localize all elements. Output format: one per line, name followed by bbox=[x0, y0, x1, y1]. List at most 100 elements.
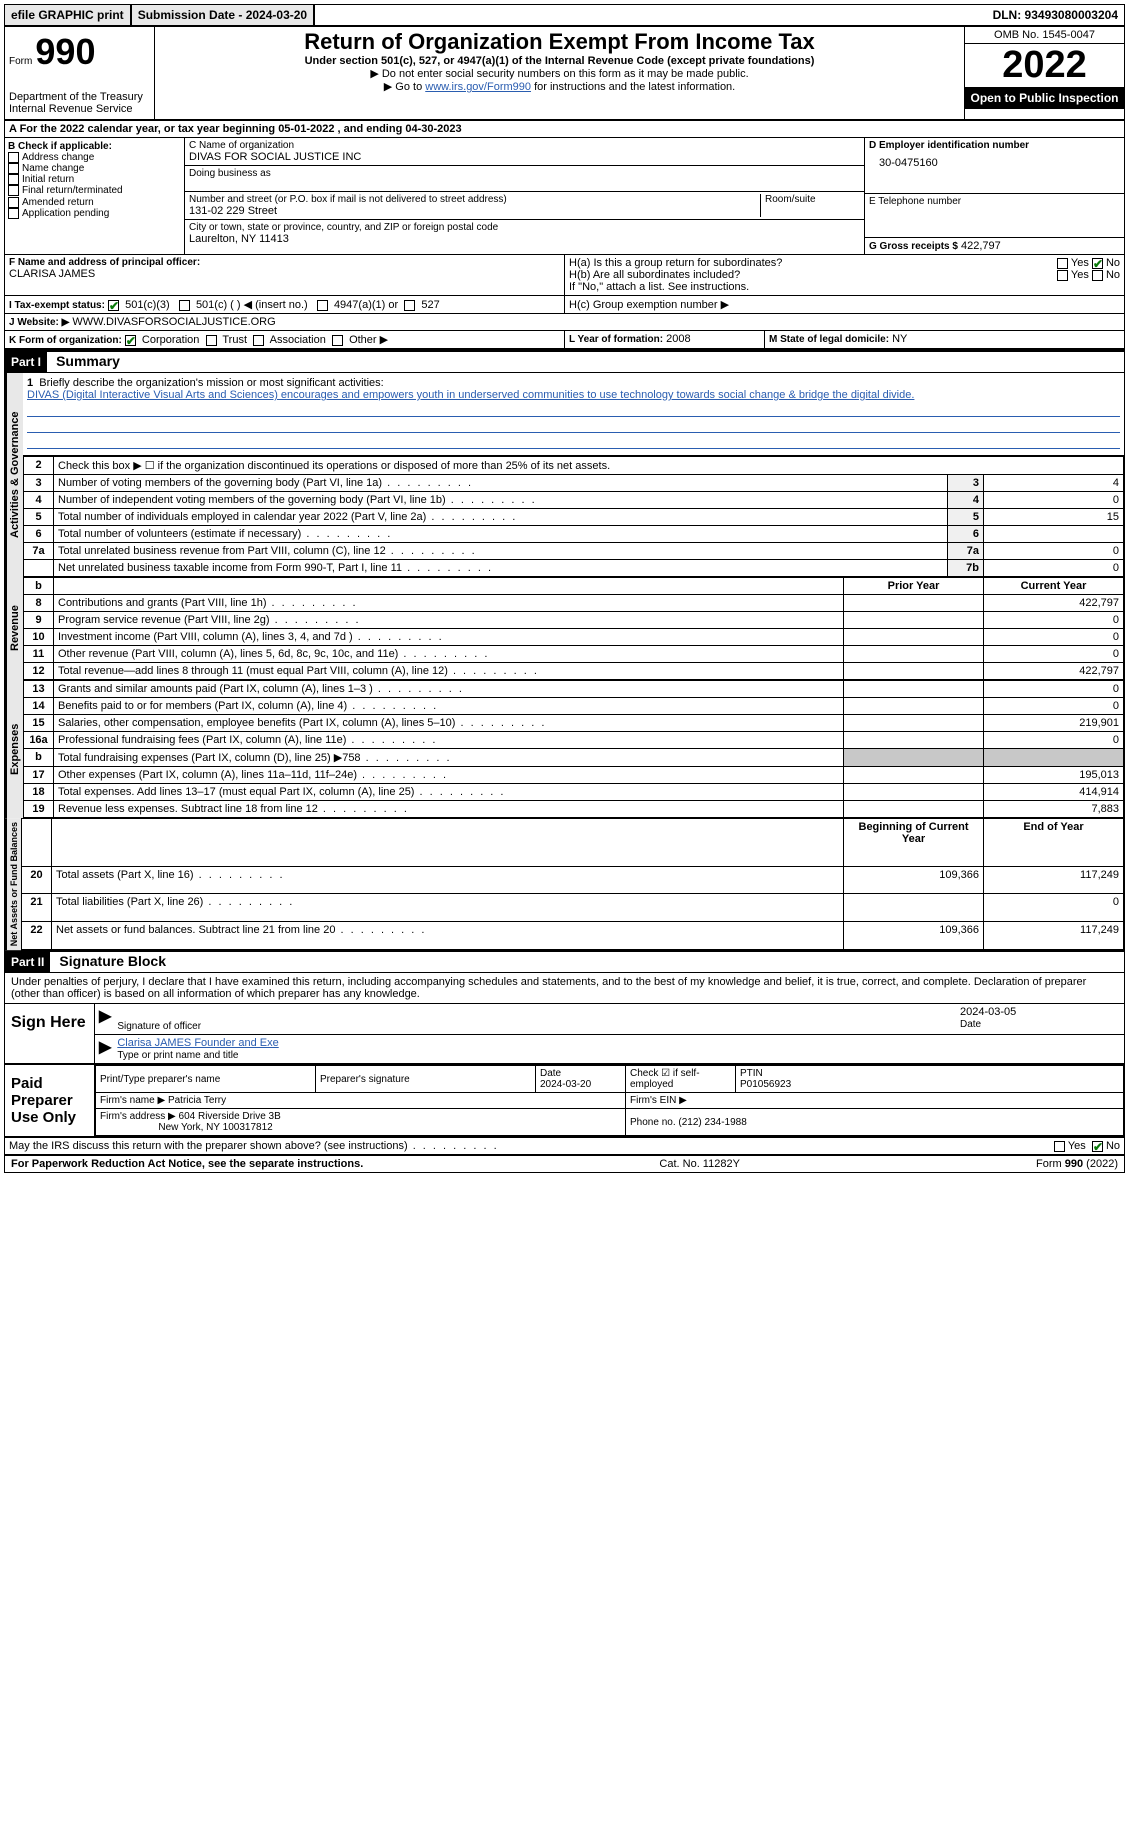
part2-title: Signature Block bbox=[53, 953, 166, 969]
ein-label: D Employer identification number bbox=[869, 140, 1120, 151]
summary-row: 5Total number of individuals employed in… bbox=[24, 509, 1124, 526]
cb-corp[interactable] bbox=[125, 335, 136, 346]
col-prior-year: Prior Year bbox=[844, 578, 984, 595]
firm-addr1: 604 Riverside Drive 3B bbox=[179, 1111, 281, 1122]
summary-table-net: Beginning of Current YearEnd of Year 20T… bbox=[21, 818, 1124, 950]
cb-other[interactable] bbox=[332, 335, 343, 346]
tax-status-label: I Tax-exempt status: bbox=[9, 300, 105, 311]
header-right: OMB No. 1545-0047 2022 Open to Public In… bbox=[964, 27, 1124, 119]
submission-date: Submission Date - 2024-03-20 bbox=[132, 5, 315, 25]
footer-mid: Cat. No. 11282Y bbox=[659, 1158, 740, 1170]
gross-label: G Gross receipts $ bbox=[869, 241, 958, 252]
row-i: I Tax-exempt status: 501(c)(3) 501(c) ( … bbox=[5, 296, 1124, 314]
city-value: Laurelton, NY 11413 bbox=[189, 233, 860, 245]
hb-row: H(b) Are all subordinates included? Yes … bbox=[569, 269, 1120, 281]
sig-name: Clarisa JAMES Founder and Exe bbox=[117, 1037, 1120, 1049]
irs-form990-link[interactable]: www.irs.gov/Form990 bbox=[425, 81, 531, 93]
dept-treasury: Department of the Treasury bbox=[9, 91, 150, 103]
cb-amended[interactable]: Amended return bbox=[8, 197, 181, 208]
sig-officer-line: ▶ Signature of officer 2024-03-05Date bbox=[95, 1004, 1124, 1035]
col-d-ein: D Employer identification number 30-0475… bbox=[864, 138, 1124, 254]
cb-4947[interactable] bbox=[317, 300, 328, 311]
col-end: End of Year bbox=[984, 819, 1124, 867]
col-b-checkboxes: B Check if applicable: Address change Na… bbox=[5, 138, 185, 254]
ha-label: H(a) Is this a group return for subordin… bbox=[569, 257, 782, 269]
prep-date: 2024-03-20 bbox=[540, 1079, 591, 1090]
ha-yes-cb[interactable] bbox=[1057, 258, 1068, 269]
mission-line2 bbox=[27, 419, 1120, 433]
tax-year: 2022 bbox=[965, 44, 1124, 87]
summary-row: 14Benefits paid to or for members (Part … bbox=[24, 698, 1124, 715]
officer-name: CLARISA JAMES bbox=[9, 268, 560, 280]
discuss-yes-cb[interactable] bbox=[1054, 1141, 1065, 1152]
part2-badge: Part II bbox=[5, 952, 50, 972]
ha-no-cb[interactable] bbox=[1092, 258, 1103, 269]
paid-preparer-block: Paid Preparer Use Only Print/Type prepar… bbox=[5, 1065, 1124, 1138]
ein-value: 30-0475160 bbox=[869, 151, 1120, 175]
hb-yes-cb[interactable] bbox=[1057, 270, 1068, 281]
summary-table-expenses: 13Grants and similar amounts paid (Part … bbox=[23, 680, 1124, 818]
efile-print-button[interactable]: efile GRAPHIC print bbox=[5, 5, 132, 25]
summary-row: 7aTotal unrelated business revenue from … bbox=[24, 543, 1124, 560]
cb-initial-return[interactable]: Initial return bbox=[8, 174, 181, 185]
summary-row: 10Investment income (Part VIII, column (… bbox=[24, 629, 1124, 646]
org-name-label: C Name of organization bbox=[189, 140, 860, 151]
summary-row: 17Other expenses (Part IX, column (A), l… bbox=[24, 767, 1124, 784]
ptin-value: P01056923 bbox=[740, 1079, 791, 1090]
footer-right: Form 990 (2022) bbox=[1036, 1158, 1118, 1170]
gross-row: G Gross receipts $ 422,797 bbox=[865, 238, 1124, 254]
mission-block: 1 Briefly describe the organization's mi… bbox=[23, 373, 1124, 456]
summary-row: 4Number of independent voting members of… bbox=[24, 492, 1124, 509]
cb-final-return[interactable]: Final return/terminated bbox=[8, 185, 181, 196]
form-number: 990 bbox=[35, 31, 95, 72]
summary-row: 12Total revenue—add lines 8 through 11 (… bbox=[24, 663, 1124, 680]
summary-row: 9Program service revenue (Part VIII, lin… bbox=[24, 612, 1124, 629]
summary-row: 6Total number of volunteers (estimate if… bbox=[24, 526, 1124, 543]
col-beginning: Beginning of Current Year bbox=[844, 819, 984, 867]
tel-row: E Telephone number bbox=[865, 194, 1124, 238]
cb-527[interactable] bbox=[404, 300, 415, 311]
room-label: Room/suite bbox=[765, 194, 860, 205]
sig-name-line: ▶ Clarisa JAMES Founder and ExeType or p… bbox=[95, 1035, 1124, 1063]
hc-label: H(c) Group exemption number ▶ bbox=[565, 296, 1124, 313]
sidebar-activities: Activities & Governance bbox=[5, 373, 23, 577]
cb-assoc[interactable] bbox=[253, 335, 264, 346]
col-c-org-info: C Name of organization DIVAS FOR SOCIAL … bbox=[185, 138, 864, 254]
dln: DLN: 93493080003204 bbox=[987, 5, 1124, 25]
row-f-h: F Name and address of principal officer:… bbox=[5, 255, 1124, 296]
paid-preparer-label: Paid Preparer Use Only bbox=[5, 1065, 95, 1136]
arrow-icon: ▶ bbox=[99, 1037, 117, 1061]
firm-addr2: New York, NY 100317812 bbox=[158, 1122, 272, 1133]
sidebar-revenue: Revenue bbox=[5, 577, 23, 680]
summary-row: 22Net assets or fund balances. Subtract … bbox=[22, 922, 1124, 950]
form-header: Form 990 Department of the Treasury Inte… bbox=[5, 27, 1124, 121]
summary-row: Net unrelated business taxable income fr… bbox=[24, 560, 1124, 577]
ein-row: D Employer identification number 30-0475… bbox=[865, 138, 1124, 194]
cb-501c3[interactable] bbox=[108, 300, 119, 311]
org-name: DIVAS FOR SOCIAL JUSTICE INC bbox=[189, 151, 860, 163]
form-990-page: efile GRAPHIC print Submission Date - 20… bbox=[4, 4, 1125, 1173]
cb-app-pending[interactable]: Application pending bbox=[8, 208, 181, 219]
mission-text[interactable]: DIVAS (Digital Interactive Visual Arts a… bbox=[27, 389, 914, 401]
discuss-no-cb[interactable] bbox=[1092, 1141, 1103, 1152]
summary-row: 21Total liabilities (Part X, line 26)0 bbox=[22, 894, 1124, 922]
summary-row: 20Total assets (Part X, line 16)109,3661… bbox=[22, 866, 1124, 894]
firm-phone: (212) 234-1988 bbox=[678, 1117, 746, 1128]
hb-no-cb[interactable] bbox=[1092, 270, 1103, 281]
city-row: City or town, state or province, country… bbox=[185, 220, 864, 247]
footer-left: For Paperwork Reduction Act Notice, see … bbox=[11, 1158, 363, 1170]
summary-row: bTotal fundraising expenses (Part IX, co… bbox=[24, 749, 1124, 767]
note-link-post: for instructions and the latest informat… bbox=[531, 81, 735, 93]
cb-name-change[interactable]: Name change bbox=[8, 163, 181, 174]
summary-row: 3Number of voting members of the governi… bbox=[24, 475, 1124, 492]
cb-address-change[interactable]: Address change bbox=[8, 152, 181, 163]
arrow-icon: ▶ bbox=[99, 1006, 117, 1032]
mission-line1 bbox=[27, 403, 1120, 417]
addr-row: Number and street (or P.O. box if mail i… bbox=[185, 192, 864, 220]
cb-501c[interactable] bbox=[179, 300, 190, 311]
part2-header: Part II Signature Block bbox=[5, 950, 1124, 973]
ptin-label: PTIN bbox=[740, 1068, 763, 1079]
preparer-table: Print/Type preparer's name Preparer's si… bbox=[95, 1065, 1124, 1136]
header-middle: Return of Organization Exempt From Incom… bbox=[155, 27, 964, 119]
cb-trust[interactable] bbox=[206, 335, 217, 346]
